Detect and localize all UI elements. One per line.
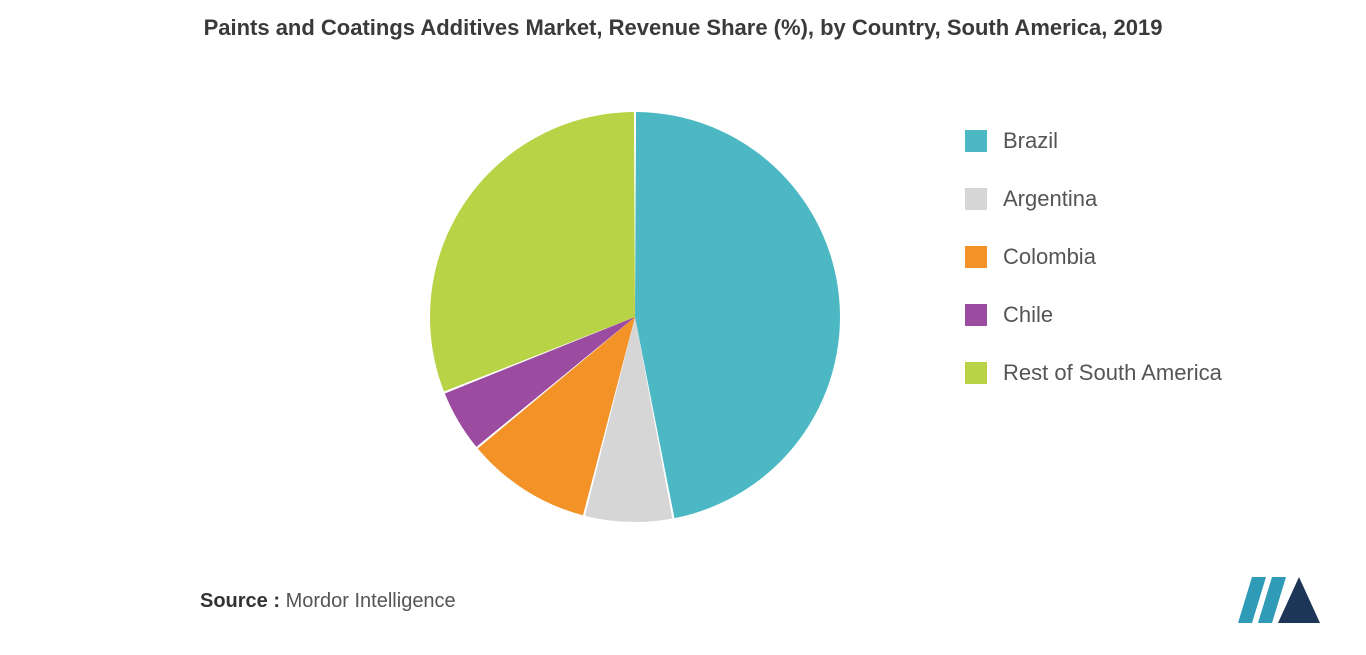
legend-swatch: [965, 362, 987, 384]
legend-item-argentina: Argentina: [965, 186, 1222, 212]
legend-item-colombia: Colombia: [965, 244, 1222, 270]
legend-label: Argentina: [1003, 186, 1097, 212]
legend-label: Brazil: [1003, 128, 1058, 154]
legend-item-brazil: Brazil: [965, 128, 1222, 154]
legend-item-chile: Chile: [965, 302, 1222, 328]
legend-label: Chile: [1003, 302, 1053, 328]
legend-swatch: [965, 304, 987, 326]
legend-swatch: [965, 188, 987, 210]
source-label: Source :: [200, 590, 280, 612]
legend-label: Colombia: [1003, 244, 1096, 270]
legend-swatch: [965, 130, 987, 152]
legend-label: Rest of South America: [1003, 360, 1222, 386]
pie-chart: [428, 110, 842, 524]
source-attribution: Source : Mordor Intelligence: [200, 590, 456, 613]
legend-swatch: [965, 246, 987, 268]
legend-item-rest-of-south-america: Rest of South America: [965, 360, 1222, 386]
chart-container: Paints and Coatings Additives Market, Re…: [0, 0, 1366, 655]
chart-title: Paints and Coatings Additives Market, Re…: [0, 15, 1366, 41]
pie-slice-brazil: [635, 112, 840, 518]
legend: Brazil Argentina Colombia Chile Rest of Sout…: [965, 128, 1222, 386]
source-text: Mordor Intelligence: [286, 590, 456, 612]
brand-logo-icon: [1238, 571, 1320, 623]
